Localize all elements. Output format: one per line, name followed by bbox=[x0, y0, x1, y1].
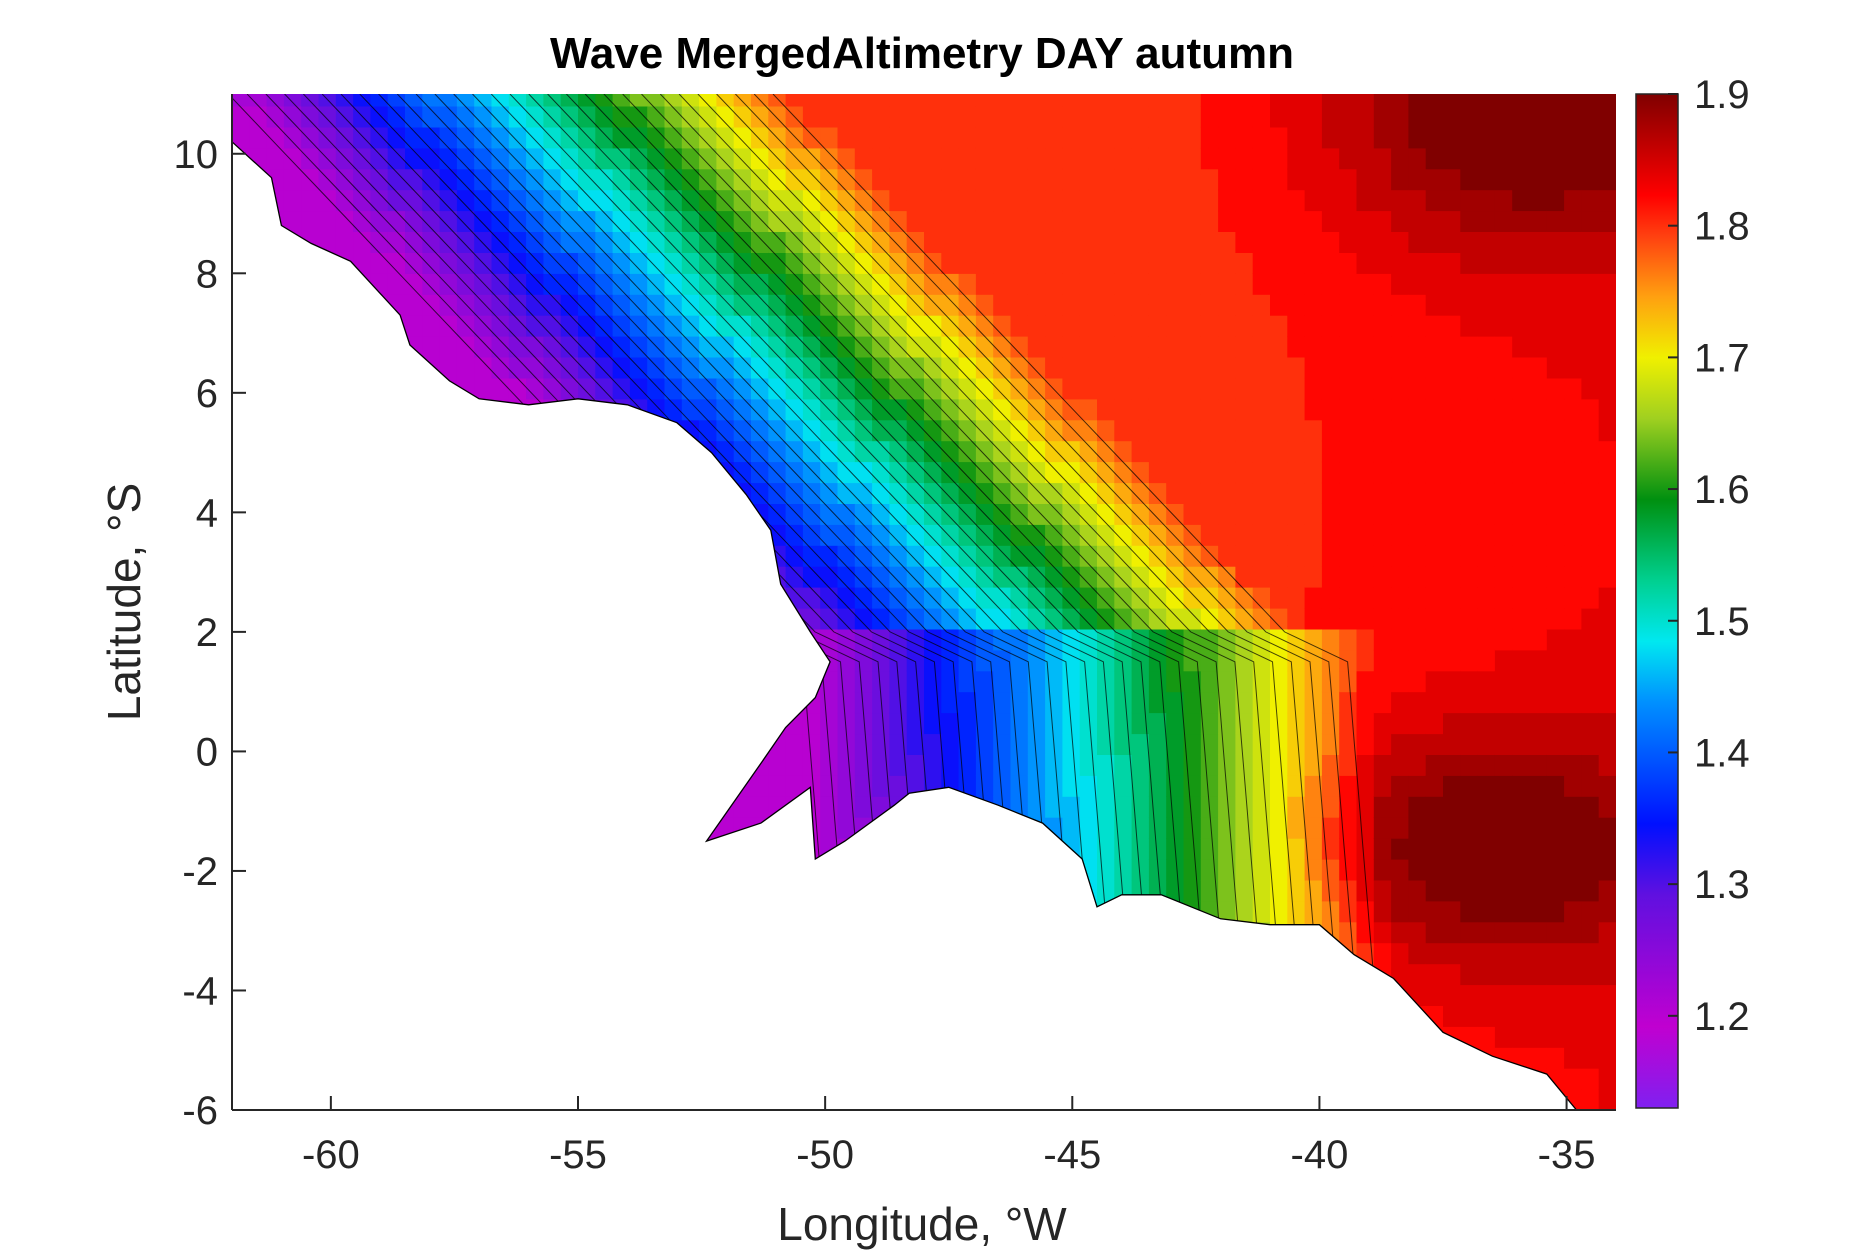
colorbar-tick-label: 1.8 bbox=[1694, 205, 1750, 249]
contour-plot bbox=[232, 94, 1616, 1110]
y-tick-label: 4 bbox=[196, 491, 218, 535]
x-tick-label: -55 bbox=[549, 1133, 607, 1177]
colorbar-tick-label: 1.3 bbox=[1694, 863, 1750, 907]
y-tick-label: -4 bbox=[182, 969, 218, 1013]
colorbar-tick-label: 1.9 bbox=[1694, 73, 1750, 117]
x-tick-label: -45 bbox=[1043, 1133, 1101, 1177]
y-tick-label: 10 bbox=[174, 133, 219, 177]
axes: -60 -55 -50 -45 -40 -35 -6 -4 -2 0 2 4 6 8 10 bbox=[174, 94, 1616, 1177]
colorbar: 1.2 1.3 1.4 1.5 1.6 1.7 1.8 1.9 bbox=[1635, 73, 1750, 1109]
y-axis-label: Latitude, °S bbox=[98, 483, 150, 721]
y-tick-label: 8 bbox=[196, 252, 218, 296]
colorbar-gradient bbox=[1635, 93, 1679, 1109]
colorbar-ticks: 1.2 1.3 1.4 1.5 1.6 1.7 1.8 1.9 bbox=[1668, 73, 1750, 1039]
colorbar-tick-label: 1.7 bbox=[1694, 336, 1750, 380]
y-tick-label: 2 bbox=[196, 611, 218, 655]
y-tick-label: -6 bbox=[182, 1089, 218, 1133]
y-tick-label: 6 bbox=[196, 372, 218, 416]
x-tick-label: -50 bbox=[796, 1133, 854, 1177]
x-tick-label: -60 bbox=[302, 1133, 360, 1177]
colorbar-tick-label: 1.2 bbox=[1694, 995, 1750, 1039]
y-tick-label: 0 bbox=[196, 730, 218, 774]
x-tick-label: -35 bbox=[1538, 1133, 1596, 1177]
colorbar-tick-label: 1.4 bbox=[1694, 731, 1750, 775]
x-axis-label: Longitude, °W bbox=[777, 1198, 1067, 1250]
colorbar-tick-label: 1.5 bbox=[1694, 600, 1750, 644]
y-tick-label: -2 bbox=[182, 850, 218, 894]
colorbar-tick-label: 1.6 bbox=[1694, 468, 1750, 512]
x-tick-label: -40 bbox=[1291, 1133, 1349, 1177]
y-axis-ticks: -6 -4 -2 0 2 4 6 8 10 bbox=[174, 133, 246, 1133]
land-mask bbox=[232, 140, 1578, 1110]
chart-title: Wave MergedAltimetry DAY autumn bbox=[550, 29, 1294, 78]
x-axis-ticks: -60 -55 -50 -45 -40 -35 bbox=[302, 1096, 1596, 1177]
